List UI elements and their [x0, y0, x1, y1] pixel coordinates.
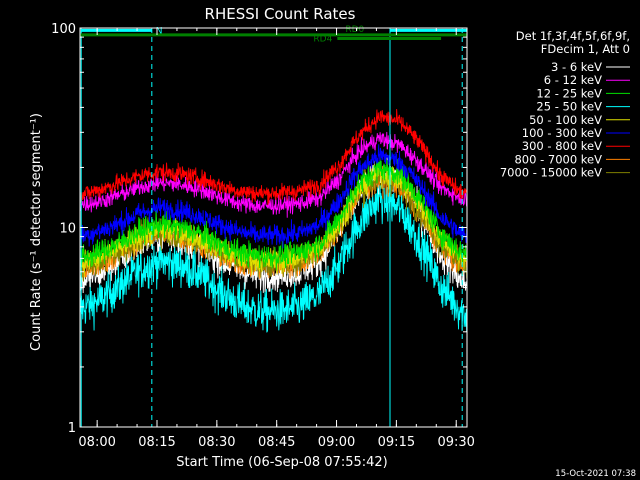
x-axis-label: Start Time (06-Sep-08 07:55:42) — [176, 455, 387, 470]
x-tick-label-2: 08:30 — [198, 435, 235, 450]
flag-label-0: N — [156, 26, 163, 36]
legend: Det 1f,3f,4f,5f,6f,9f, FDecim 1, Att 0 3… — [500, 29, 630, 180]
y-tick-label-0: 1 — [68, 421, 76, 436]
flag-label-3: RD4 — [313, 35, 332, 45]
x-tick-label-5: 09:15 — [378, 435, 415, 450]
legend-label-3: 25 - 50 keV — [536, 100, 602, 114]
legend-label-7: 800 - 7000 keV — [514, 152, 602, 166]
series-line-5 — [79, 144, 468, 249]
series-line-6 — [79, 108, 468, 206]
legend-header-line-1: Det 1f,3f,4f,5f,6f,9f, — [516, 29, 630, 43]
flag-bars: N RD0 RD4 — [80, 25, 467, 45]
series-line-3 — [79, 177, 468, 333]
x-tick-label-0: 08:00 — [78, 435, 115, 450]
legend-label-6: 300 - 800 keV — [522, 139, 602, 153]
x-tick-label-4: 09:00 — [318, 435, 355, 450]
x-tick-label-3: 08:45 — [258, 435, 295, 450]
flag-label-2: RD0 — [345, 25, 364, 35]
footer-timestamp: 15-Oct-2021 07:38 — [555, 469, 636, 479]
y-tick-label-2: 100 — [51, 22, 76, 37]
series-line-1 — [79, 131, 468, 218]
y-axis-ticks: 1 10 100 — [51, 22, 467, 436]
legend-label-1: 6 - 12 keV — [544, 73, 602, 87]
x-axis-ticks: 08:00 08:15 08:30 08:45 09:00 09:15 09:30 — [78, 28, 475, 450]
legend-label-0: 3 - 6 keV — [551, 60, 602, 74]
series-line-2 — [79, 157, 468, 271]
x-tick-label-6: 09:30 — [437, 435, 474, 450]
legend-header-line-2: FDecim 1, Att 0 — [541, 42, 630, 56]
chart-title: RHESSI Count Rates — [205, 5, 356, 23]
legend-label-4: 50 - 100 keV — [529, 113, 602, 127]
x-tick-label-1: 08:15 — [138, 435, 175, 450]
legend-label-2: 12 - 25 keV — [536, 86, 602, 100]
y-axis-label: Count Rate (s⁻¹ detector segment⁻¹) — [29, 113, 44, 351]
legend-label-5: 100 - 300 keV — [522, 126, 602, 140]
y-tick-label-1: 10 — [59, 222, 76, 237]
legend-label-8: 7000 - 15000 keV — [500, 166, 602, 180]
